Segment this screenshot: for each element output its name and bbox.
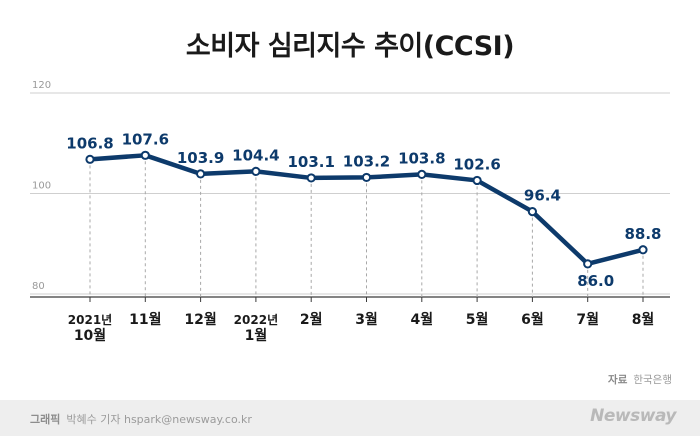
data-point — [361, 172, 372, 183]
data-point — [583, 259, 593, 269]
x-tick-label: 2021년 — [68, 313, 112, 327]
credit-text: 박혜수 기자 hspark@newsway.co.kr — [66, 413, 252, 426]
x-tick-label: 2월 — [300, 311, 323, 328]
data-label: 103.1 — [287, 153, 334, 171]
data-label: 106.8 — [66, 134, 113, 152]
data-label: 102.6 — [453, 155, 500, 173]
x-tick-label: 5월 — [466, 311, 489, 328]
data-label: 107.6 — [122, 130, 169, 148]
data-label: 103.9 — [177, 149, 224, 167]
credit: 그래픽 박혜수 기자 hspark@newsway.co.kr — [30, 411, 252, 427]
brand-logo: Newsway — [590, 406, 676, 426]
data-label: 103.8 — [398, 149, 445, 167]
footer-bar: 그래픽 박혜수 기자 hspark@newsway.co.kr Newsway — [0, 400, 700, 436]
data-point — [527, 206, 538, 217]
data-point — [196, 169, 206, 179]
x-tick-label: 6월 — [521, 311, 544, 328]
x-tick-label: 7월 — [576, 311, 599, 328]
y-tick-label: 80 — [32, 281, 45, 292]
source-label: 자료 — [608, 374, 628, 386]
source-value: 한국은행 — [633, 374, 672, 386]
data-label: 103.2 — [343, 152, 390, 170]
x-tick-label: 10월 — [74, 327, 106, 344]
data-point — [638, 245, 648, 255]
source-note: 자료 한국은행 — [608, 372, 672, 387]
data-point — [306, 173, 316, 183]
data-label: 96.4 — [524, 187, 561, 205]
y-tick-label: 120 — [32, 80, 51, 91]
data-point — [417, 169, 427, 180]
data-point — [472, 175, 482, 186]
x-tick-label: 1월 — [245, 327, 268, 344]
x-tick-label: 2022년 — [234, 313, 278, 327]
data-point — [140, 150, 150, 160]
x-tick-label: 11월 — [129, 311, 161, 328]
x-tick-label: 12월 — [184, 311, 216, 328]
x-tick-label: 8월 — [632, 311, 655, 328]
data-label: 86.0 — [577, 272, 614, 290]
data-point — [85, 154, 95, 164]
y-tick-label: 100 — [32, 181, 51, 192]
x-tick-label: 4월 — [410, 311, 433, 328]
data-label: 104.4 — [232, 146, 279, 164]
chart-title: 소비자 심리지수 추이(CCSI) — [185, 31, 515, 62]
x-tick-label: 3월 — [355, 311, 378, 328]
credit-label: 그래픽 — [30, 413, 61, 426]
data-point — [251, 166, 261, 176]
data-label: 88.8 — [624, 225, 661, 243]
